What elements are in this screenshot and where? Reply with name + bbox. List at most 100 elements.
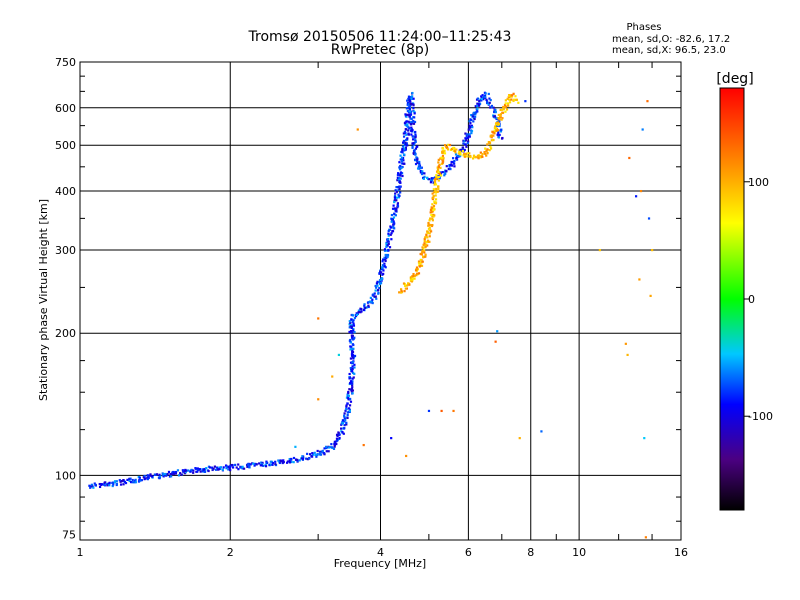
data-point bbox=[307, 457, 311, 460]
data-point bbox=[349, 397, 352, 401]
data-point bbox=[150, 475, 154, 478]
data-point bbox=[432, 196, 435, 200]
data-point bbox=[432, 206, 435, 210]
data-point bbox=[502, 108, 505, 111]
data-point bbox=[494, 109, 497, 112]
data-point bbox=[351, 389, 355, 392]
data-point bbox=[456, 154, 459, 157]
data-point bbox=[406, 110, 409, 113]
data-point bbox=[360, 310, 363, 313]
data-point bbox=[415, 266, 419, 269]
data-point bbox=[399, 174, 402, 177]
data-point bbox=[229, 468, 232, 472]
data-point bbox=[497, 136, 500, 139]
data-point bbox=[294, 445, 297, 448]
data-point bbox=[351, 356, 354, 359]
data-point bbox=[504, 106, 507, 109]
data-point bbox=[343, 414, 346, 417]
data-point bbox=[507, 104, 510, 107]
data-point bbox=[346, 393, 349, 396]
data-point bbox=[403, 149, 406, 152]
data-point bbox=[431, 217, 434, 220]
data-point bbox=[498, 133, 501, 137]
data-point bbox=[512, 99, 515, 103]
data-point bbox=[435, 176, 438, 179]
data-point bbox=[192, 469, 195, 472]
data-point bbox=[396, 202, 400, 205]
data-point bbox=[104, 481, 107, 484]
data-point bbox=[301, 455, 304, 458]
data-point bbox=[424, 245, 427, 248]
data-point bbox=[407, 282, 410, 285]
data-point bbox=[356, 128, 359, 131]
data-point bbox=[462, 139, 465, 142]
data-point bbox=[367, 301, 370, 304]
data-point bbox=[108, 484, 111, 487]
data-point bbox=[428, 240, 431, 243]
data-point bbox=[345, 423, 348, 426]
data-point bbox=[421, 249, 424, 253]
data-point bbox=[364, 306, 367, 310]
x-tick-label: 1 bbox=[77, 546, 84, 559]
data-point bbox=[512, 92, 515, 95]
data-point bbox=[470, 114, 473, 117]
data-point bbox=[351, 367, 354, 370]
data-point bbox=[472, 111, 476, 114]
data-point bbox=[442, 160, 445, 163]
data-point bbox=[401, 165, 404, 169]
data-point bbox=[484, 94, 487, 97]
data-point bbox=[431, 223, 434, 227]
data-point bbox=[133, 481, 136, 484]
data-point bbox=[405, 138, 408, 141]
data-point bbox=[404, 287, 407, 290]
data-point bbox=[498, 118, 501, 121]
data-point bbox=[476, 110, 479, 113]
data-point bbox=[316, 449, 319, 453]
data-point bbox=[381, 260, 384, 263]
data-point bbox=[351, 377, 354, 380]
data-point bbox=[448, 143, 452, 147]
data-point bbox=[415, 272, 419, 275]
data-point bbox=[464, 139, 468, 142]
data-point bbox=[333, 440, 337, 443]
data-point bbox=[184, 468, 187, 472]
data-point bbox=[500, 118, 503, 121]
data-point bbox=[404, 128, 407, 131]
data-point bbox=[99, 483, 102, 486]
data-point bbox=[434, 194, 437, 197]
data-point bbox=[405, 454, 408, 458]
data-point bbox=[419, 171, 423, 174]
data-point bbox=[420, 264, 424, 267]
data-point bbox=[494, 340, 497, 343]
data-point bbox=[88, 484, 91, 487]
data-point bbox=[376, 280, 379, 283]
data-point bbox=[487, 92, 490, 96]
data-point bbox=[382, 269, 385, 272]
data-point bbox=[402, 282, 406, 285]
data-point bbox=[168, 475, 172, 478]
data-point bbox=[348, 376, 351, 379]
data-point bbox=[157, 476, 161, 479]
data-point bbox=[343, 412, 346, 415]
data-point bbox=[350, 318, 353, 321]
data-point bbox=[155, 473, 159, 476]
data-point bbox=[433, 183, 436, 186]
data-point bbox=[438, 172, 441, 175]
data-point bbox=[349, 331, 353, 334]
data-point bbox=[639, 189, 643, 193]
data-point bbox=[461, 149, 464, 153]
data-point bbox=[468, 152, 471, 155]
data-point bbox=[433, 179, 437, 182]
data-point bbox=[398, 180, 402, 183]
data-point bbox=[462, 154, 465, 157]
data-point bbox=[435, 177, 438, 181]
data-point bbox=[367, 304, 370, 307]
data-point bbox=[373, 292, 376, 295]
data-point bbox=[465, 145, 468, 148]
data-point bbox=[409, 113, 412, 116]
data-point bbox=[213, 465, 216, 468]
data-point bbox=[401, 174, 404, 178]
data-point bbox=[176, 469, 180, 472]
data-point bbox=[350, 387, 354, 390]
